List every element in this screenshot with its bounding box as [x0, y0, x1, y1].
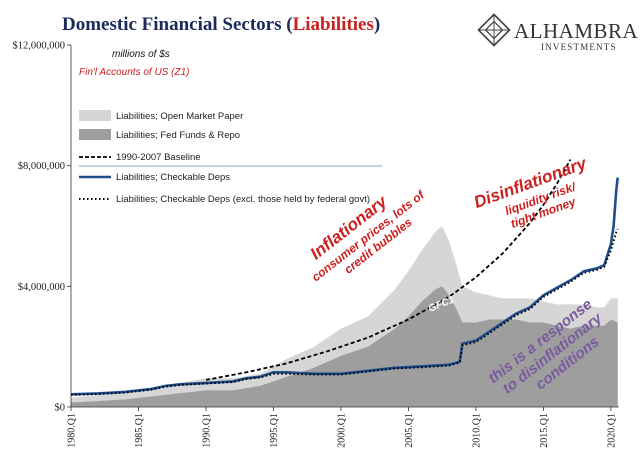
x-tick-label: 1990.Q1 — [201, 413, 212, 448]
x-tick-label: 1995.Q1 — [269, 413, 280, 448]
source-note: Fin'l Accounts of US (Z1) — [79, 67, 189, 78]
series-baseline — [205, 159, 572, 381]
x-tick-label: 2020.Q1 — [606, 413, 617, 448]
legend-swatch-open-market-paper — [79, 110, 111, 121]
x-tick-label: 2005.Q1 — [404, 413, 415, 448]
chart-title-close: ) — [374, 14, 380, 35]
x-tick-label: 2015.Q1 — [539, 413, 550, 448]
y-tick-label: $12,000,000 — [13, 41, 66, 52]
legend-label-fed-funds-repo: Liabilities; Fed Funds & Repo — [116, 130, 240, 141]
legend: Liabilities; Open Market Paper Liabiliti… — [79, 110, 382, 205]
legend-swatch-fed-funds-repo — [79, 129, 111, 140]
annotation-disinflationary: Disinflationary liquidity risk/ tight mo… — [471, 153, 590, 231]
logo-name: ALHAMBRA — [514, 19, 639, 43]
y-tick-label: $4,000,000 — [18, 282, 65, 293]
y-tick-label: $8,000,000 — [18, 161, 65, 172]
x-tick-label: 2000.Q1 — [336, 413, 347, 448]
chart-title-highlight: Liabilities — [293, 14, 374, 35]
plot-layer — [71, 159, 619, 407]
alhambra-logo: ALHAMBRA INVESTMENTS — [477, 13, 639, 52]
units-note: millions of $s — [112, 49, 170, 60]
series-fed-funds-repo — [71, 286, 618, 407]
legend-label-baseline: 1990-2007 Baseline — [116, 152, 201, 163]
logo-sub: INVESTMENTS — [541, 42, 617, 52]
legend-label-checkable: Liabilities; Checkable Deps — [116, 172, 230, 183]
chart-title: Domestic Financial Sectors (Liabilities) — [62, 14, 380, 35]
x-tick-label: 1980.Q1 — [67, 413, 78, 448]
x-tick-label: 1985.Q1 — [134, 413, 145, 448]
chart-title-main: Domestic Financial Sectors ( — [62, 14, 293, 35]
axis-layer: $0 $4,000,000 $8,000,000 $12,000,000 1980.Q1… — [13, 41, 619, 448]
y-tick-label: $0 — [55, 403, 66, 414]
legend-label-checkable-excl: Liabilities; Checkable Deps (excl. those… — [116, 194, 370, 205]
logo-mark-icon — [477, 13, 511, 47]
x-tick-label: 2010.Q1 — [471, 413, 482, 448]
legend-label-open-market-paper: Liabilities; Open Market Paper — [116, 111, 243, 122]
plot-area — [71, 159, 619, 407]
